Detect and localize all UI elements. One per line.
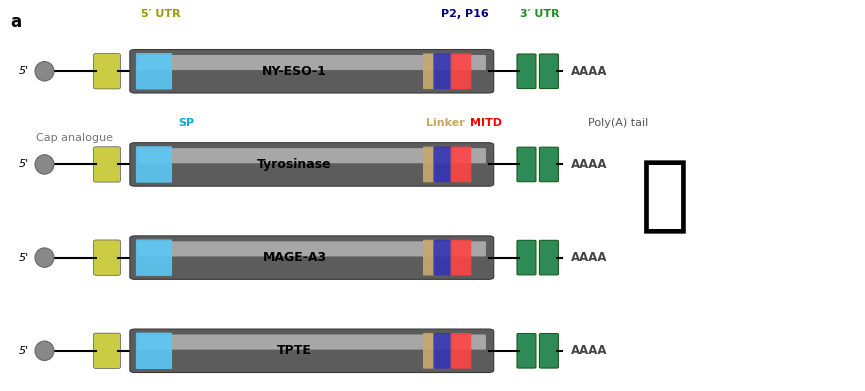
FancyBboxPatch shape xyxy=(130,329,494,373)
FancyBboxPatch shape xyxy=(451,54,471,89)
FancyBboxPatch shape xyxy=(423,147,435,182)
FancyBboxPatch shape xyxy=(423,54,435,89)
FancyBboxPatch shape xyxy=(130,143,494,186)
Text: AAAA: AAAA xyxy=(570,251,607,264)
Text: AAAA: AAAA xyxy=(570,158,607,171)
FancyBboxPatch shape xyxy=(517,240,536,275)
Text: a: a xyxy=(10,13,21,31)
FancyBboxPatch shape xyxy=(433,240,452,276)
Text: MAGE-A3: MAGE-A3 xyxy=(262,251,327,264)
Text: 🧍: 🧍 xyxy=(640,155,690,236)
FancyBboxPatch shape xyxy=(451,147,471,182)
Text: 5': 5' xyxy=(19,253,29,263)
FancyBboxPatch shape xyxy=(138,334,486,350)
Text: NY-ESO-1: NY-ESO-1 xyxy=(262,65,327,78)
FancyBboxPatch shape xyxy=(540,54,559,88)
Text: 5': 5' xyxy=(19,346,29,356)
Text: AAAA: AAAA xyxy=(570,344,607,357)
FancyBboxPatch shape xyxy=(433,147,452,182)
FancyBboxPatch shape xyxy=(540,240,559,275)
FancyBboxPatch shape xyxy=(136,53,172,90)
FancyBboxPatch shape xyxy=(451,333,471,369)
FancyBboxPatch shape xyxy=(93,147,120,182)
Text: 3′ UTR: 3′ UTR xyxy=(521,9,561,19)
FancyBboxPatch shape xyxy=(93,333,120,368)
Text: Tyrosinase: Tyrosinase xyxy=(257,158,332,171)
FancyBboxPatch shape xyxy=(517,54,536,88)
FancyBboxPatch shape xyxy=(540,147,559,182)
FancyBboxPatch shape xyxy=(93,54,120,89)
Ellipse shape xyxy=(35,248,54,267)
FancyBboxPatch shape xyxy=(451,240,471,276)
Text: 5': 5' xyxy=(19,160,29,169)
FancyBboxPatch shape xyxy=(136,146,172,183)
FancyBboxPatch shape xyxy=(130,50,494,93)
FancyBboxPatch shape xyxy=(423,240,435,276)
Text: 5′ UTR: 5′ UTR xyxy=(141,9,181,19)
FancyBboxPatch shape xyxy=(93,240,120,275)
FancyBboxPatch shape xyxy=(136,332,172,369)
Text: Linker: Linker xyxy=(426,118,465,128)
FancyBboxPatch shape xyxy=(517,147,536,182)
FancyBboxPatch shape xyxy=(138,241,486,256)
Ellipse shape xyxy=(35,341,54,361)
FancyBboxPatch shape xyxy=(130,236,494,279)
Text: 5': 5' xyxy=(19,66,29,76)
FancyBboxPatch shape xyxy=(423,333,435,369)
Text: Poly(A) tail: Poly(A) tail xyxy=(587,118,648,128)
Ellipse shape xyxy=(35,61,54,81)
Text: AAAA: AAAA xyxy=(570,65,607,78)
FancyBboxPatch shape xyxy=(433,54,452,89)
FancyBboxPatch shape xyxy=(138,148,486,163)
FancyBboxPatch shape xyxy=(136,239,172,276)
FancyBboxPatch shape xyxy=(433,333,452,369)
FancyBboxPatch shape xyxy=(138,55,486,70)
Text: TPTE: TPTE xyxy=(277,344,312,357)
Ellipse shape xyxy=(35,155,54,174)
FancyBboxPatch shape xyxy=(540,334,559,368)
Text: SP: SP xyxy=(179,118,195,128)
FancyBboxPatch shape xyxy=(517,334,536,368)
Text: MITD: MITD xyxy=(470,118,502,128)
Text: Cap analogue: Cap analogue xyxy=(35,133,112,143)
Text: P2, P16: P2, P16 xyxy=(440,9,488,19)
